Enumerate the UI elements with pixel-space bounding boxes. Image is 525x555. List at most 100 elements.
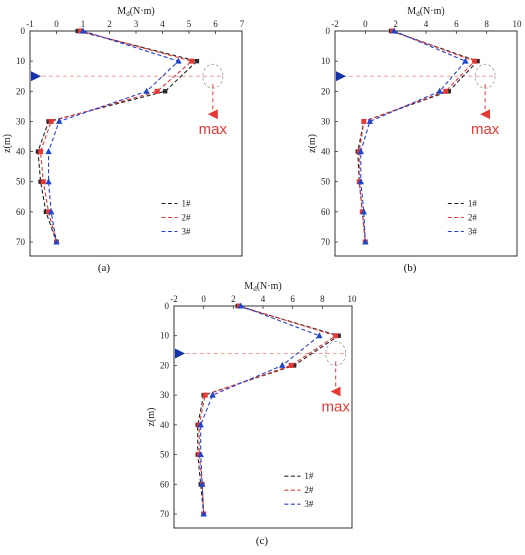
series-2-point: [48, 118, 54, 124]
caption-c: (c): [256, 535, 269, 547]
y-tick-label: 20: [16, 86, 26, 96]
plot-frame: [334, 30, 518, 257]
x-tick-label: -2: [331, 19, 339, 29]
x-tick-label: 8: [484, 19, 489, 29]
x-axis-title-main: M: [407, 6, 416, 17]
series-line-1: [357, 30, 479, 243]
legend-label-3: 3#: [304, 499, 314, 509]
series-3-point: [197, 421, 204, 428]
series-3-point: [237, 302, 244, 309]
panel-a: (a) -1 0 1 2 3 4 5 6 7010203040506070Md(N·m)z(m)…: [2, 6, 245, 274]
legend-label-2: 2#: [181, 213, 191, 223]
y-tick-label: 20: [321, 86, 331, 96]
x-axis-title-unit: (N·m): [130, 6, 155, 17]
y-axis-title: z(m): [146, 408, 157, 427]
series-3-point: [175, 57, 182, 64]
y-tick-label: 30: [16, 116, 26, 126]
x-tick-label: 3: [134, 19, 139, 29]
y-axis-title: z(m): [2, 134, 13, 153]
x-tick-label: 5: [187, 19, 192, 29]
series-1-point: [38, 179, 43, 184]
series-3-point: [198, 480, 206, 487]
series-2-point: [189, 58, 195, 64]
series-1-point: [46, 119, 51, 124]
series-line-2: [358, 30, 476, 243]
series-3-point: [209, 391, 216, 398]
x-axis-title-sub: d: [416, 10, 420, 18]
y-tick-label: 0: [165, 301, 170, 311]
series-3-point: [279, 361, 286, 368]
y-tick-label: 0: [326, 26, 331, 36]
series-3-point: [79, 27, 87, 34]
series-2-point: [77, 28, 83, 34]
x-tick-label: 2: [393, 19, 398, 29]
x-axis-title-sub: d: [126, 10, 130, 18]
series-3-point: [45, 148, 52, 155]
x-tick-label: -2: [170, 294, 178, 304]
series-3-point: [197, 451, 204, 458]
x-axis-title-sub: d: [253, 285, 257, 293]
series-1-point: [446, 89, 451, 94]
y-tick-label: 60: [321, 207, 331, 217]
max-label: max: [322, 399, 351, 416]
x-tick-label: 6: [213, 19, 218, 29]
series-1-point: [194, 58, 200, 64]
series-1-point: [75, 28, 80, 34]
x-tick-label: 6: [290, 294, 295, 304]
y-tick-label: 30: [160, 390, 170, 400]
series-3-point: [48, 208, 55, 215]
series-line-1: [37, 30, 199, 243]
y-tick-label: 50: [321, 177, 331, 187]
x-axis-title-unit: (N·m): [257, 281, 282, 292]
x-axis-title: Md(N·m): [117, 6, 154, 18]
x-axis-title: Md(N·m): [407, 6, 444, 18]
series-3-point: [390, 27, 398, 34]
series-3-point: [143, 87, 150, 94]
x-tick-label: 0: [54, 19, 59, 29]
series-line-1: [197, 305, 340, 515]
series-line-3: [200, 305, 321, 515]
series-1-point: [291, 363, 297, 368]
x-tick-label: 0: [201, 294, 206, 304]
y-tick-label: 10: [16, 56, 26, 66]
series-line-2: [40, 30, 193, 243]
x-tick-label: 2: [231, 294, 236, 304]
x-axis-title-main: M: [117, 6, 126, 17]
series-3-point: [366, 117, 374, 124]
plot-frame: [29, 30, 243, 257]
y-tick-label: 50: [160, 450, 170, 460]
legend-label-1: 1#: [468, 199, 478, 209]
series-2-point: [443, 88, 449, 94]
series-1-point: [475, 58, 480, 64]
max-label: max: [199, 121, 228, 138]
series-3-point: [55, 117, 63, 124]
x-tick-label: 2: [107, 19, 112, 29]
x-axis-title-unit: (N·m): [420, 6, 445, 17]
x-tick-label: 10: [513, 19, 523, 29]
panel-c: (c) -2 0 2 4 6 8 10010203040506070Md(N·m)z(m)m…: [146, 281, 357, 547]
series-3-point: [360, 208, 368, 215]
x-tick-label: 4: [424, 19, 429, 29]
series-2-point: [333, 333, 339, 339]
series-3-point: [357, 178, 364, 185]
series-2-point: [288, 362, 294, 368]
series-line-3: [360, 30, 467, 243]
series-line-3: [47, 30, 180, 243]
series-3-point: [316, 332, 323, 339]
x-tick-label: 1: [81, 19, 86, 29]
caption-b: (b): [404, 262, 417, 274]
series-3-point: [45, 178, 52, 185]
series-2-point: [154, 88, 160, 94]
series-3-point: [362, 238, 369, 245]
series-2-point: [38, 149, 44, 155]
panel-b: (b) -2 0 2 4 6 8 10010203040506070Md(N·m)z(m)m…: [307, 6, 522, 274]
series-3-point: [436, 87, 443, 94]
legend-label-2: 2#: [304, 485, 314, 495]
series-2-point: [472, 58, 478, 64]
y-tick-label: 40: [16, 147, 26, 157]
series-1-point: [43, 209, 49, 215]
series-1-point: [35, 149, 41, 154]
max-label: max: [471, 121, 500, 138]
x-tick-label: 4: [261, 294, 266, 304]
